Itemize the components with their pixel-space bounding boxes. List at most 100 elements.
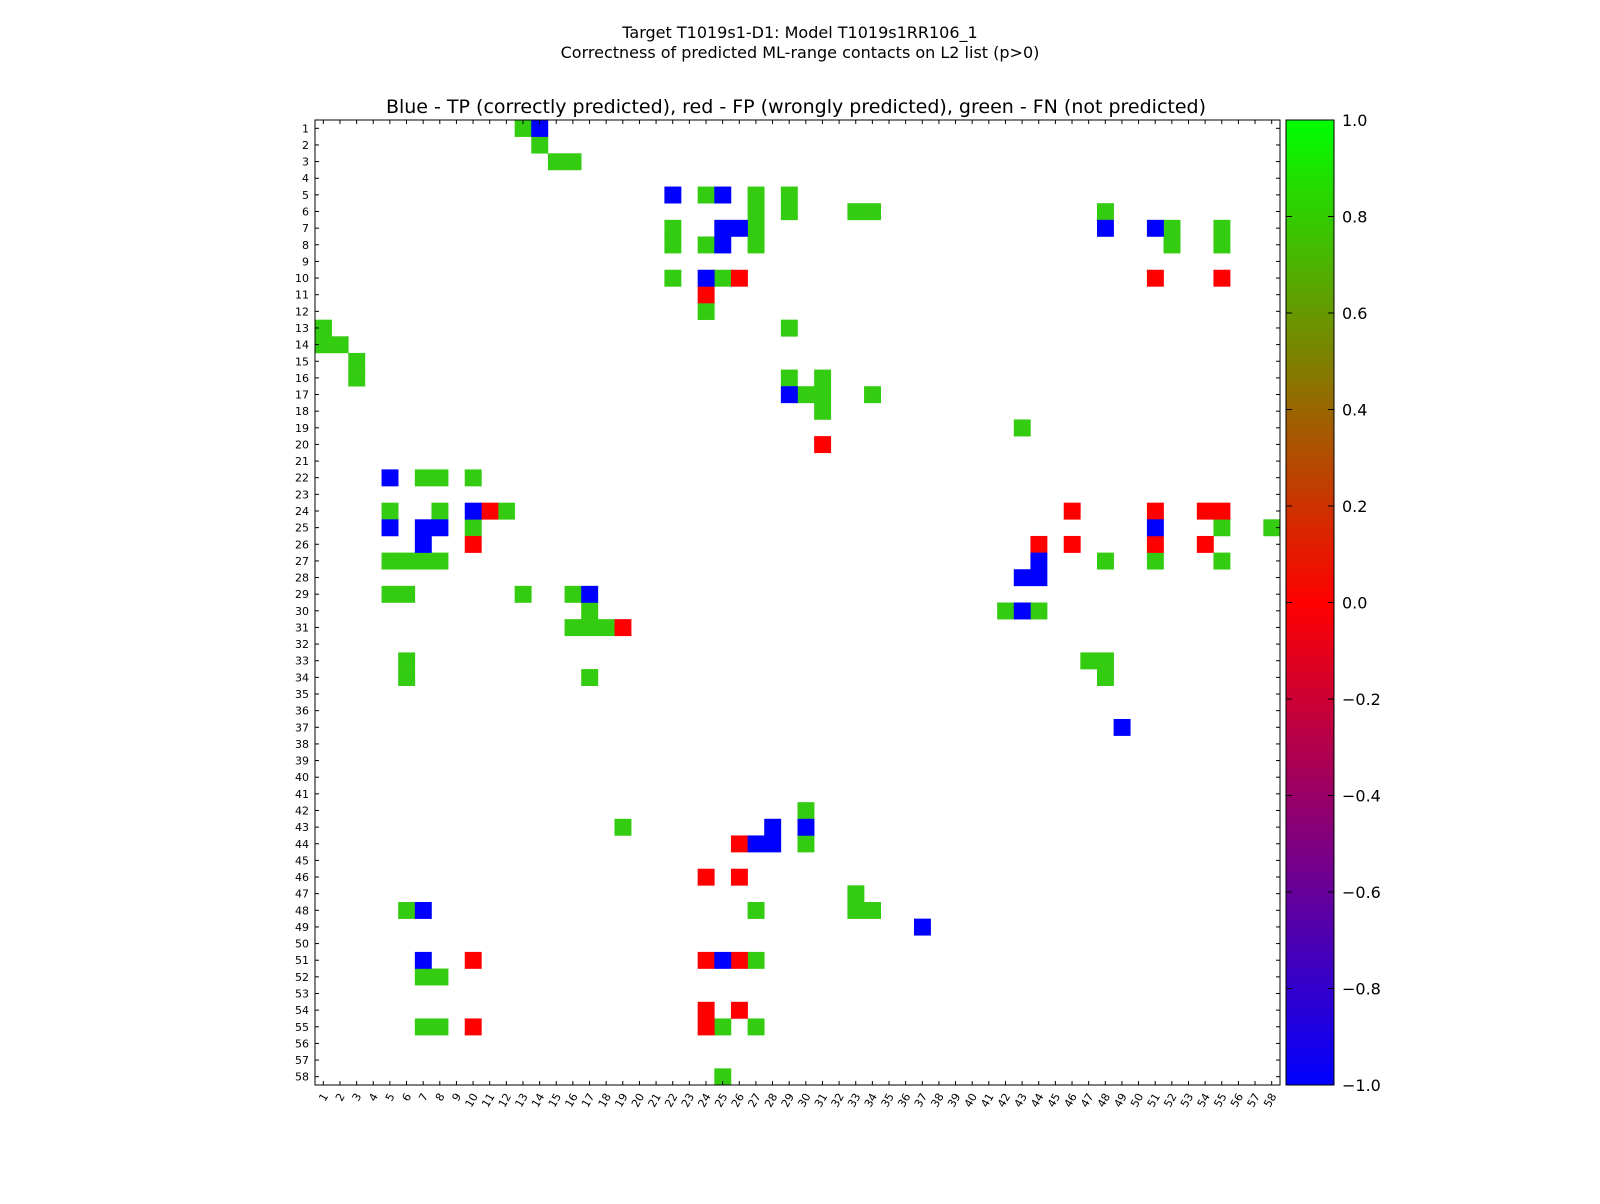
cell-fn-30-17 [797, 386, 815, 404]
cell-fp-24-55 [697, 1018, 715, 1036]
cell-fn-6-33 [398, 652, 416, 670]
x-tick-label: 51 [1145, 1091, 1163, 1110]
cell-fn-24-5 [697, 186, 715, 204]
cell-fn-48-33 [1096, 652, 1114, 670]
cell-fn-34-48 [864, 901, 881, 919]
y-tick-label: 55 [295, 1021, 309, 1034]
cell-fn-44-30 [1030, 602, 1048, 620]
cell-fn-48-27 [1096, 552, 1114, 570]
cell-fn-8-55 [431, 1018, 449, 1036]
x-tick-label: 36 [895, 1091, 913, 1110]
cell-fn-8-24 [431, 502, 449, 520]
x-tick-label: 41 [978, 1091, 996, 1110]
cell-fn-29-13 [780, 319, 798, 337]
colorbar-tick-label: 0.2 [1342, 497, 1367, 516]
y-tick-label: 29 [295, 588, 309, 601]
cell-fn-47-33 [1080, 652, 1098, 670]
cell-fp-10-26 [464, 535, 482, 553]
y-tick-labels: 1234567891011121314151617181920212223242… [295, 122, 309, 1083]
cell-tp-51-25 [1146, 519, 1164, 537]
cell-fn-24-12 [697, 303, 715, 320]
cell-fp-44-26 [1030, 535, 1048, 553]
x-tick-label: 19 [612, 1091, 630, 1110]
cell-fn-7-55 [414, 1018, 432, 1036]
y-tick-label: 12 [295, 305, 309, 318]
y-tick-label: 19 [295, 422, 309, 435]
x-tick-label: 31 [812, 1091, 830, 1110]
cell-fn-25-55 [714, 1018, 732, 1036]
y-tick-label: 31 [295, 621, 309, 634]
cell-fn-7-22 [414, 469, 432, 487]
x-tick-label: 27 [745, 1091, 763, 1110]
x-tick-label: 55 [1211, 1091, 1229, 1110]
cell-fn-16-29 [564, 585, 582, 603]
y-tick-label: 58 [295, 1071, 309, 1084]
y-tick-label: 40 [295, 771, 309, 784]
x-tick-label: 8 [433, 1091, 448, 1104]
cell-fn-31-17 [814, 386, 832, 404]
cell-fn-6-27 [398, 552, 416, 570]
y-tick-label: 46 [295, 871, 309, 884]
colorbar-tick-label: 0.6 [1342, 304, 1367, 323]
y-tick-label: 41 [295, 788, 309, 801]
x-tick-label: 47 [1078, 1091, 1096, 1110]
cell-fp-19-31 [614, 619, 632, 637]
x-tick-label: 53 [1178, 1091, 1196, 1110]
cell-fn-55-7 [1213, 219, 1231, 237]
cell-tp-43-28 [1013, 569, 1031, 587]
y-tick-label: 50 [295, 938, 309, 951]
x-tick-label: 30 [795, 1091, 813, 1110]
y-tick-label: 9 [302, 255, 309, 268]
cell-fp-51-10 [1146, 269, 1164, 287]
y-tick-label: 14 [295, 339, 309, 352]
cell-fn-17-34 [581, 669, 599, 686]
x-tick-label: 28 [762, 1091, 780, 1110]
cell-fn-3-16 [348, 369, 366, 387]
colorbar-tick-label: 1.0 [1342, 111, 1367, 130]
cell-tp-7-48 [414, 901, 432, 919]
cell-fn-25-58 [714, 1068, 732, 1086]
colorbar-tick-label: 0.0 [1342, 594, 1367, 613]
x-tick-label: 44 [1028, 1091, 1046, 1110]
cell-fp-11-24 [481, 502, 499, 520]
y-tick-label: 16 [295, 372, 309, 385]
cell-tp-22-5 [664, 186, 682, 204]
cell-fn-27-55 [747, 1018, 765, 1036]
y-tick-label: 3 [302, 156, 309, 169]
cell-fp-51-26 [1146, 535, 1164, 553]
cell-fn-52-8 [1163, 236, 1181, 254]
colorbar-tick-label: −0.6 [1342, 883, 1381, 902]
y-tick-label: 42 [295, 804, 309, 817]
cell-fp-54-24 [1196, 502, 1214, 520]
cell-fn-29-16 [780, 369, 798, 387]
cell-fn-27-8 [747, 236, 765, 254]
y-tick-label: 24 [295, 505, 309, 518]
y-tick-label: 2 [302, 139, 309, 152]
x-tick-label: 38 [928, 1091, 946, 1110]
x-tick-label: 14 [529, 1091, 547, 1110]
x-tick-label: 13 [513, 1091, 531, 1110]
x-tick-label: 33 [845, 1091, 863, 1110]
cell-fn-15-3 [547, 153, 565, 171]
cell-tp-44-28 [1030, 569, 1048, 587]
cell-fn-55-8 [1213, 236, 1231, 254]
cell-tp-25-5 [714, 186, 732, 204]
cell-fp-55-10 [1213, 269, 1231, 287]
x-tick-label: 16 [562, 1091, 580, 1110]
cell-fn-24-8 [697, 236, 715, 254]
y-tick-label: 32 [295, 638, 309, 651]
y-tick-label: 51 [295, 954, 309, 967]
cell-fp-24-11 [697, 286, 715, 304]
x-tick-label: 22 [662, 1091, 680, 1110]
x-tick-label: 37 [912, 1091, 930, 1110]
cell-fn-51-27 [1146, 552, 1164, 570]
cell-fn-8-52 [431, 968, 449, 986]
x-tick-label: 50 [1128, 1091, 1146, 1110]
x-tick-label: 58 [1261, 1091, 1279, 1110]
colorbar-tick-label: 0.8 [1342, 208, 1367, 227]
cell-fn-55-25 [1213, 519, 1231, 537]
cell-fn-27-5 [747, 186, 765, 204]
y-tick-label: 6 [302, 206, 309, 219]
y-tick-label: 39 [295, 755, 309, 768]
x-tick-label: 45 [1045, 1091, 1063, 1110]
